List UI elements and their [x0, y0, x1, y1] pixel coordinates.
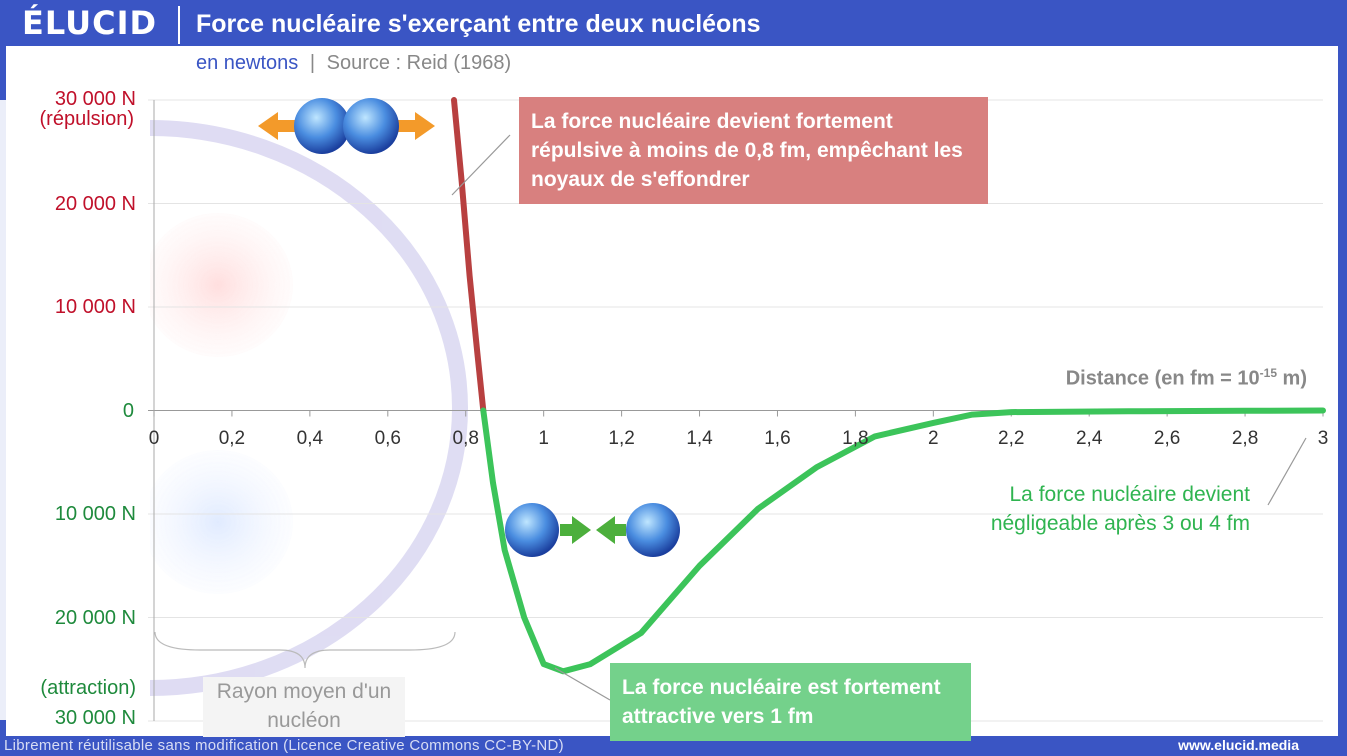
chart-subtitle: en newtons | Source : Reid (1968) — [196, 52, 511, 75]
radius-annotation: Rayon moyen d'un nucléon — [203, 677, 405, 737]
x-axis-title-suffix: m) — [1277, 367, 1307, 390]
arrow-left-icon — [596, 516, 626, 544]
repulsion-pictogram — [258, 98, 435, 154]
attraction-curve — [480, 407, 1326, 675]
site-link[interactable]: www.elucid.media — [1178, 737, 1299, 753]
y-tick-label: 30 000 N — [54, 88, 136, 110]
x-tick-label: 0,8 — [452, 427, 479, 449]
logo-separator — [178, 6, 180, 44]
x-tick-label: 2,6 — [1153, 427, 1181, 449]
nucleon-ball-icon — [343, 98, 399, 154]
x-tick-label: 2 — [928, 427, 939, 449]
source-label: Source : Reid (1968) — [326, 52, 512, 74]
x-axis-title-exponent: -15 — [1259, 366, 1277, 380]
negligible-annotation: La force nucléaire devient négligeable a… — [990, 483, 1250, 535]
negligible-connector — [1267, 437, 1307, 506]
radius-bracket — [154, 631, 456, 669]
force-curves — [451, 97, 1326, 675]
x-tick-label: 0,6 — [374, 427, 402, 449]
x-tick-label: 1,8 — [842, 427, 869, 449]
x-tick-label: 0 — [148, 427, 160, 449]
unit-label: en newtons — [196, 52, 299, 74]
chart-title: Force nucléaire s'exerçant entre deux nu… — [196, 10, 761, 38]
x-tick-label: 2,2 — [998, 427, 1025, 449]
arrow-left-icon — [258, 112, 300, 140]
y-tick-label: 10 000 N — [54, 503, 136, 525]
nucleon-ball-icon — [505, 503, 559, 557]
y-tick-label: 0 — [122, 399, 134, 422]
arrow-right-icon — [393, 112, 435, 140]
x-tick-label: 2,8 — [1231, 427, 1259, 449]
y-tick-label: 10 000 N — [54, 296, 136, 318]
repulsive-annotation: La force nucléaire devient fortement rép… — [519, 97, 988, 204]
nucleon-ball-icon — [626, 503, 680, 557]
x-tick-label: 2,4 — [1075, 427, 1103, 449]
repulsive-connector — [451, 134, 511, 196]
nucleon-illustration — [0, 100, 468, 720]
y-tick-label: 20 000 N — [54, 192, 136, 215]
y-tick-label: 30 000 N — [54, 707, 136, 729]
repulsion-note: (répulsion) — [39, 108, 134, 130]
x-tick-label: 1 — [538, 427, 549, 449]
x-tick-label: 3 — [1317, 427, 1329, 449]
x-tick-label: 1,6 — [764, 427, 791, 449]
elucid-logo: ÉLUCID — [22, 4, 158, 42]
header-bar: ÉLUCID Force nucléaire s'exerçant entre … — [0, 0, 1347, 46]
attraction-note: (attraction) — [40, 677, 136, 699]
x-tick-label: 0,4 — [296, 427, 324, 449]
attraction-pictogram — [505, 503, 680, 557]
attractive-annotation: La force nucléaire est fortement attract… — [610, 663, 971, 741]
attractive-connector — [554, 667, 611, 701]
license-text: Librement réutilisable sans modification… — [4, 737, 564, 754]
x-tick-label: 0,2 — [218, 427, 246, 449]
x-tick-label: 1,4 — [686, 427, 713, 449]
subtitle-separator: | — [309, 52, 316, 74]
arrow-right-icon — [560, 516, 591, 544]
nucleon-ball-icon — [294, 98, 350, 154]
repulsion-curve — [451, 97, 487, 414]
x-axis-title-text: Distance (en fm = 10 — [1065, 367, 1260, 390]
x-axis-title: Distance (en fm = 10-15 m) — [1066, 366, 1307, 391]
x-tick-label: 1,2 — [608, 427, 635, 449]
y-tick-label: 20 000 N — [54, 606, 136, 629]
